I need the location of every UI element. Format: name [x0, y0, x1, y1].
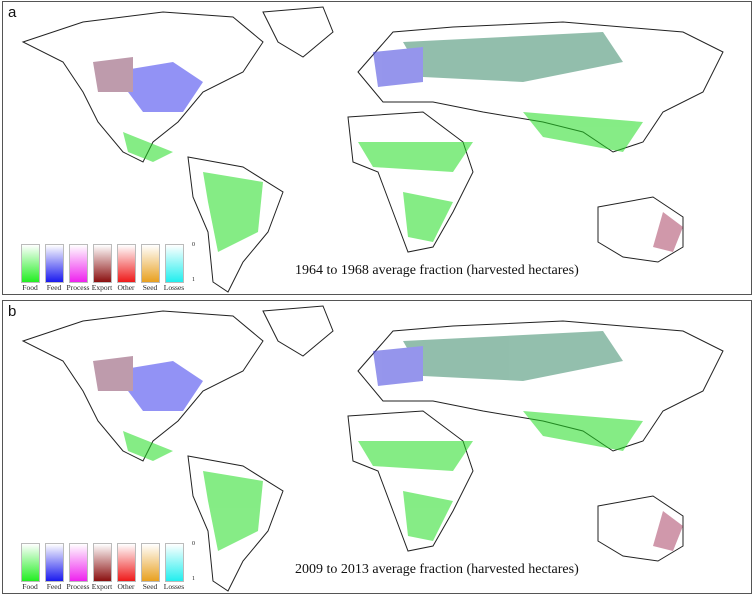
legend-bar-seed — [141, 543, 160, 582]
panel-label: b — [8, 303, 17, 320]
legend-bar-losses — [165, 543, 184, 582]
legend-bar-food — [21, 244, 40, 283]
panel-label: a — [8, 4, 17, 21]
panel-a: a 1964 to 1968 average fraction (harveste… — [2, 1, 752, 295]
legend-bar-process — [69, 543, 88, 582]
scale-max: 1 — [192, 576, 195, 582]
legend-label: Export — [91, 283, 113, 292]
panel-b: b 2009 to 2013 average fraction (harveste… — [2, 300, 752, 594]
legend-bar-export — [93, 244, 112, 283]
legend-label: Losses — [163, 582, 185, 591]
scale-min: 0 — [192, 541, 195, 547]
legend-bar-export — [93, 543, 112, 582]
legend-bar-losses — [165, 244, 184, 283]
legend-label: Seed — [142, 582, 158, 591]
world-map — [21, 305, 724, 592]
legend-bar-other — [117, 543, 136, 582]
scale-max: 1 — [192, 277, 195, 283]
greenland — [262, 6, 334, 58]
legend-label: Losses — [163, 283, 185, 292]
legend-bar-food — [21, 543, 40, 582]
legend-bar-other — [117, 244, 136, 283]
legend-bar-process — [69, 244, 88, 283]
greenland — [262, 305, 334, 357]
panel-caption: 2009 to 2013 average fraction (harvested… — [295, 562, 579, 577]
world-map — [21, 6, 724, 293]
legend-label: Export — [91, 582, 113, 591]
panel-caption: 1964 to 1968 average fraction (harvested… — [295, 263, 579, 278]
legend-label: Other — [117, 283, 135, 292]
legend: Food Feed Process Export Other Seed Losses 0 1 — [17, 541, 195, 591]
legend-label: Process — [66, 283, 90, 292]
legend-label: Feed — [46, 283, 62, 292]
scale-min: 0 — [192, 242, 195, 248]
legend: Food Feed Process Export Other Seed Losses 0 1 — [17, 242, 195, 292]
legend-bar-feed — [45, 543, 64, 582]
legend-label: Feed — [46, 582, 62, 591]
legend-bar-feed — [45, 244, 64, 283]
legend-bar-seed — [141, 244, 160, 283]
legend-label: Food — [22, 582, 38, 591]
legend-label: Other — [117, 582, 135, 591]
legend-label: Process — [66, 582, 90, 591]
legend-label: Food — [22, 283, 38, 292]
legend-label: Seed — [142, 283, 158, 292]
